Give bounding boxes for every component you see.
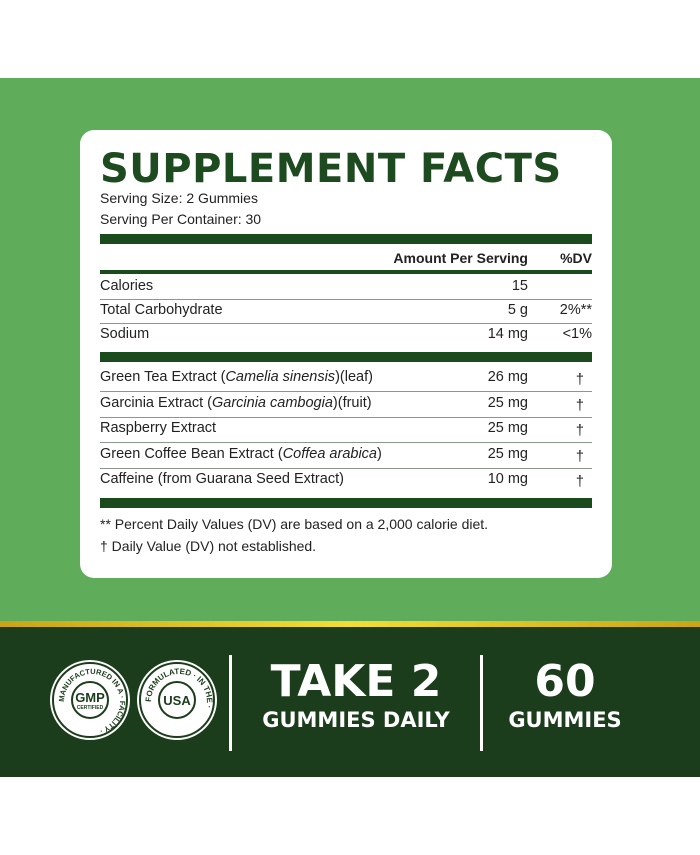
- gmp-certified-badge: MANUFACTURED IN A · FACILITY · GMP CERTIF…: [52, 662, 128, 738]
- nutrient-dv: 2%**: [559, 302, 592, 318]
- certified-label: CERTIFIED: [76, 704, 104, 711]
- row-divider: [100, 467, 592, 469]
- usa-label: USA: [163, 692, 191, 708]
- count-subtitle: GUMMIES: [508, 708, 622, 732]
- ingredient-row: Green Tea Extract (Camelia sinensis)(lea…: [100, 369, 592, 389]
- panel-title: SUPPLEMENT FACTS: [100, 146, 562, 192]
- ingredient-amount: 25 mg: [487, 394, 528, 411]
- row-divider: [100, 391, 592, 392]
- divider-thick: [100, 498, 592, 508]
- divider-thick: [100, 234, 592, 244]
- dosage-headline: TAKE 2: [270, 656, 442, 707]
- dagger-mark: †: [575, 372, 584, 388]
- usa-formulated-badge: FORMULATED · IN THE · USA: [139, 662, 215, 738]
- ingredient-name: Caffeine (from Guarana Seed Extract): [100, 471, 344, 487]
- ingredient-name: Raspberry Extract: [100, 420, 217, 436]
- dagger-mark: †: [575, 448, 584, 465]
- dagger-mark: †: [575, 423, 584, 439]
- row-divider: [100, 416, 592, 418]
- divider-thick: [100, 352, 592, 362]
- nutrient-amount: 14 mg: [487, 326, 528, 342]
- ingredient-amount: 25 mg: [487, 420, 528, 436]
- nutrient-amount: 15: [511, 278, 528, 294]
- dosage-subtitle: GUMMIES DAILY: [262, 708, 450, 732]
- nutrient-row: Calories 15: [100, 278, 592, 298]
- supplement-facts-panel: SUPPLEMENT FACTS Serving Size: 2 Gummies…: [80, 130, 612, 578]
- ingredient-row: Caffeine (from Guarana Seed Extract) 10 …: [100, 471, 592, 491]
- table-header: Amount Per Serving %DV: [100, 250, 592, 270]
- gold-stripe: [0, 621, 700, 627]
- ingredient-name: Green Tea Extract (Camelia sinensis)(lea…: [100, 369, 373, 385]
- ingredient-amount: 26 mg: [487, 369, 528, 385]
- divider-vertical: [480, 655, 483, 751]
- nutrient-name: Calories: [100, 278, 154, 294]
- row-divider: [100, 323, 592, 324]
- ingredient-row: Raspberry Extract 25 mg †: [100, 420, 592, 440]
- nutrient-name: Sodium: [100, 326, 150, 342]
- row-divider: [100, 442, 592, 443]
- footnote-dagger: † Daily Value (DV) not established.: [100, 538, 317, 554]
- nutrient-row: Sodium 14 mg <1%: [100, 326, 592, 346]
- ingredient-amount: 10 mg: [487, 471, 528, 487]
- amount-header: Amount Per Serving: [393, 250, 528, 266]
- footnote-dv: ** Percent Daily Values (DV) are based o…: [100, 516, 489, 532]
- nutrient-row: Total Carbohydrate 5 g 2%**: [100, 302, 592, 322]
- dv-header: %DV: [560, 250, 592, 266]
- dagger-mark: †: [575, 474, 584, 490]
- dagger-mark: †: [575, 397, 584, 414]
- ingredient-name: Garcinia Extract (Garcinia cambogia)(fru…: [100, 394, 372, 411]
- ingredient-row: Green Coffee Bean Extract (Coffea arabic…: [100, 446, 592, 466]
- gmp-label: GMP: [75, 689, 105, 705]
- divider-vertical: [229, 655, 232, 751]
- row-divider: [100, 299, 592, 300]
- servings-per-container: Serving Per Container: 30: [100, 211, 262, 227]
- divider: [100, 270, 592, 274]
- ingredient-amount: 25 mg: [487, 445, 528, 462]
- nutrient-amount: 5 g: [507, 302, 528, 318]
- serving-size: Serving Size: 2 Gummies: [100, 190, 258, 206]
- ingredient-name: Green Coffee Bean Extract (Coffea arabic…: [100, 445, 382, 462]
- nutrient-dv: <1%: [562, 326, 592, 342]
- nutrient-name: Total Carbohydrate: [100, 302, 223, 318]
- ingredient-row: Garcinia Extract (Garcinia cambogia)(fru…: [100, 395, 592, 415]
- count-headline: 60: [534, 656, 596, 707]
